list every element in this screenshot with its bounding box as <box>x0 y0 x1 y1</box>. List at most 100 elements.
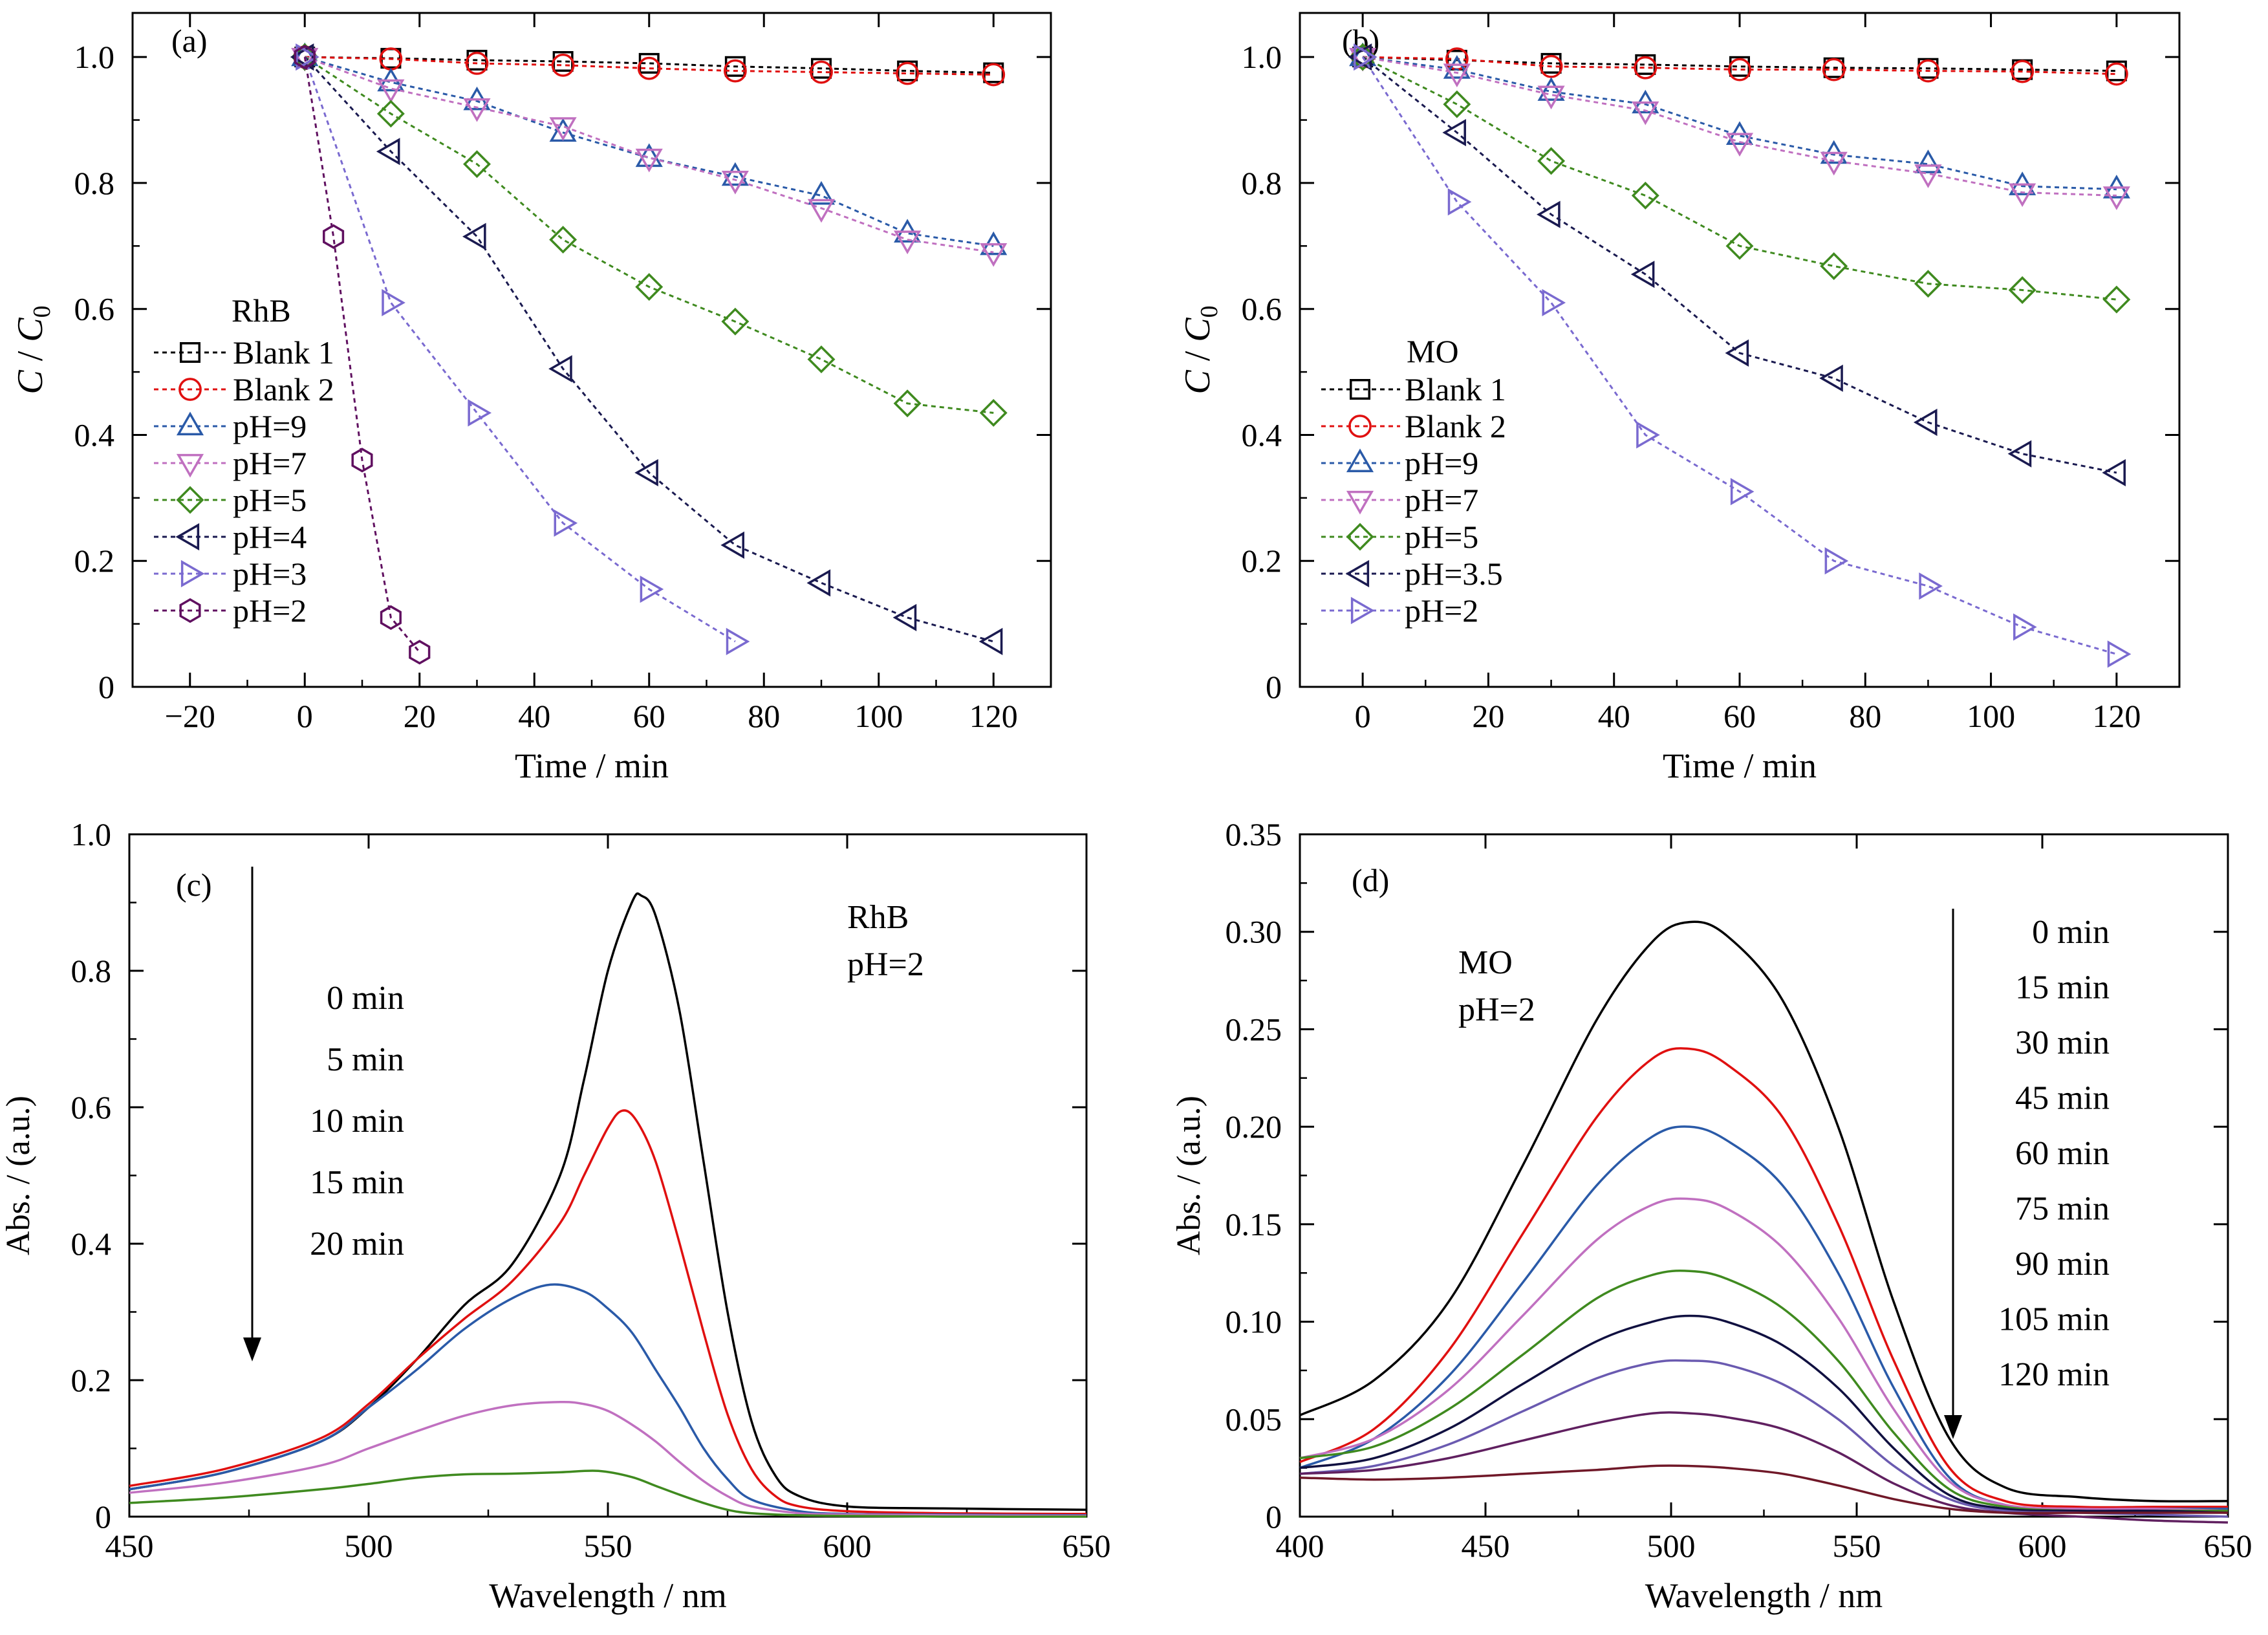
legend-marker <box>176 411 204 436</box>
series-1 <box>293 45 1006 87</box>
data-point <box>807 345 836 374</box>
legend-label: pH=9 <box>1405 445 1478 481</box>
x-tick-label: 40 <box>518 698 550 734</box>
data-point <box>296 43 319 71</box>
series-5 <box>290 43 1003 655</box>
data-point <box>1822 58 1846 81</box>
data-point <box>807 199 836 223</box>
series-5 <box>1299 1314 2229 1514</box>
series-0 <box>1299 920 2229 1503</box>
data-point <box>1539 54 1563 78</box>
x-tick-label: 450 <box>1462 1528 1510 1564</box>
series-line <box>1362 56 2117 197</box>
y-tick-label: 0 <box>98 669 114 705</box>
legend-title: MO <box>1407 333 1459 369</box>
x-tick-label: 600 <box>823 1528 872 1564</box>
data-point <box>2007 440 2032 468</box>
data-point <box>1824 547 1849 575</box>
data-point <box>468 399 492 427</box>
data-point <box>982 63 1006 87</box>
x-tick-label: 60 <box>633 698 665 734</box>
series-line <box>1362 56 2117 301</box>
series-line <box>305 56 994 74</box>
series-2 <box>129 1283 1087 1517</box>
y-tick-label: 0.6 <box>1242 291 1282 327</box>
x-tick-label: 0 <box>297 698 313 734</box>
data-point <box>806 569 831 597</box>
data-point <box>894 230 922 255</box>
y-tick-label: 0.20 <box>1226 1109 1282 1145</box>
data-point <box>462 222 486 250</box>
data-point <box>2013 613 2037 641</box>
data-point <box>380 605 402 631</box>
spectrum-line <box>129 1283 1087 1517</box>
legend-label: Blank 1 <box>1405 371 1506 407</box>
y-tick-label: 0.6 <box>74 291 115 327</box>
time-label: 90 min <box>2015 1246 2110 1283</box>
data-point <box>551 53 575 77</box>
legend-label: pH=3.5 <box>1405 556 1503 592</box>
data-point <box>548 355 572 383</box>
legend-marker <box>179 598 201 623</box>
series-line <box>304 56 994 643</box>
time-label: 15 min <box>310 1164 404 1201</box>
series-7 <box>294 45 431 665</box>
data-point <box>721 307 750 336</box>
series-line <box>304 56 994 254</box>
legend-label: pH=9 <box>233 408 307 444</box>
data-point <box>1913 408 1938 437</box>
data-point <box>1442 118 1466 147</box>
data-point <box>1820 252 1848 280</box>
data-point <box>376 100 405 128</box>
data-point <box>1443 55 1471 79</box>
data-point <box>2102 459 2126 486</box>
legend-marker <box>1350 379 1370 400</box>
time-label: 105 min <box>1998 1301 2110 1338</box>
data-point <box>1730 478 1755 506</box>
legend-marker <box>180 559 205 588</box>
series-line <box>1362 56 2117 474</box>
data-point <box>1447 188 1472 216</box>
time-label: 60 min <box>2015 1135 2110 1172</box>
data-point <box>1632 101 1659 125</box>
data-point <box>1919 572 1943 600</box>
y-tick-label: 0.10 <box>1226 1304 1282 1340</box>
data-point <box>1634 56 1658 80</box>
data-point <box>980 243 1008 267</box>
data-point <box>635 273 664 301</box>
legend-marker <box>1346 448 1374 473</box>
panel-a: −20 0 20 40 60 80 100 120 0 0.2 0.4 0.6 0.8 1.0 Time /… <box>10 12 1052 785</box>
y-tick-label: 0.6 <box>71 1089 112 1125</box>
data-point <box>1354 43 1377 71</box>
x-tick-label: 650 <box>1063 1528 1111 1564</box>
legend-label: Blank 2 <box>233 371 334 407</box>
data-point <box>721 162 749 186</box>
series-line <box>304 56 994 414</box>
legend-label: pH=2 <box>233 592 307 629</box>
data-point <box>1537 147 1566 175</box>
panel-b: 0 20 40 60 80 100 120 0 0.2 0.4 0.6 0.8 1.0 Time / mi… <box>1178 12 2181 785</box>
time-label: 45 min <box>2015 1080 2110 1117</box>
spectrum-line <box>1299 920 2229 1503</box>
y-tick-label: 0.05 <box>1226 1401 1282 1437</box>
data-point <box>1725 232 1754 260</box>
data-point <box>1728 58 1751 81</box>
y-tick-label: 0.2 <box>74 543 115 579</box>
data-point <box>979 398 1008 427</box>
y-tick-label: 1.0 <box>1242 39 1282 75</box>
x-axis-label: Wavelength / nm <box>1645 1576 1883 1615</box>
data-point <box>323 224 345 249</box>
panel-label: (d) <box>1352 862 1389 898</box>
series-6 <box>1354 43 2132 668</box>
data-point <box>723 59 747 83</box>
x-tick-label: 550 <box>1833 1528 1881 1564</box>
data-point <box>1636 421 1660 449</box>
legend-marker <box>1346 490 1374 515</box>
legend-title: RhB <box>232 292 291 329</box>
data-point <box>807 180 836 205</box>
data-point <box>726 627 750 655</box>
x-tick-label: 0 <box>1355 698 1371 734</box>
y-tick-label: 0 <box>1266 1499 1282 1535</box>
legend-marker <box>1350 596 1375 625</box>
